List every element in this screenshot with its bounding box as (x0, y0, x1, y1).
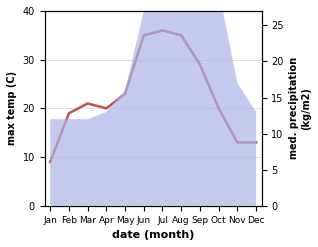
Y-axis label: max temp (C): max temp (C) (7, 71, 17, 145)
X-axis label: date (month): date (month) (112, 230, 194, 240)
Y-axis label: med. precipitation
(kg/m2): med. precipitation (kg/m2) (289, 57, 311, 159)
